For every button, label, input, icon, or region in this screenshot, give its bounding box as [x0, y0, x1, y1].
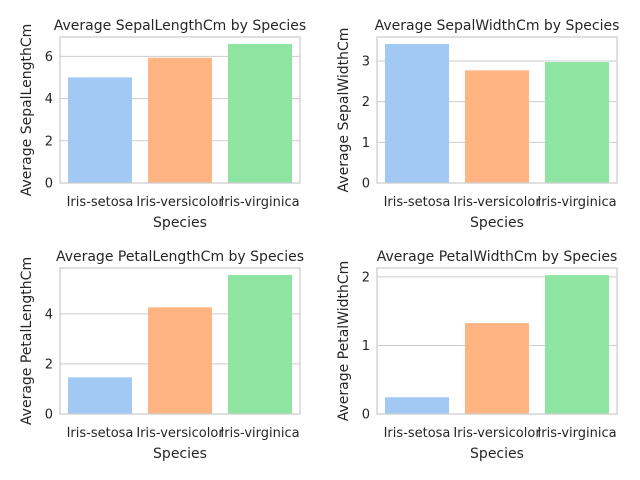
- x-axis-label: Species: [470, 446, 524, 462]
- bar-iris-virginica: [545, 275, 609, 414]
- y-tick-label: 1: [362, 339, 370, 354]
- x-tick-label: Iris-versicolor: [136, 426, 224, 441]
- bar-iris-virginica: [545, 62, 609, 183]
- x-tick-label: Iris-versicolor: [136, 195, 224, 210]
- chart-panel-2: 0 1 2 3 Iris-setosa Iris-versicolorIris-virgi…: [336, 18, 619, 231]
- plot-frame: [376, 36, 618, 184]
- chart-title: Average SepalWidthCm by Species: [375, 18, 620, 34]
- y-tick-label: 2: [45, 357, 53, 372]
- chart-title: Average SepalLengthCm by Species: [54, 18, 306, 34]
- y-tick-label: 2: [362, 95, 370, 110]
- y-axis-label: Average SepalLengthCm: [19, 24, 35, 197]
- y-axis-label: Average PetalLengthCm: [19, 257, 35, 425]
- chart-panel-1: 0 2 4 6 Iris-setosa Iris-versicolorIris-virgi…: [19, 18, 306, 231]
- x-tick-label: Iris-versicolor: [453, 195, 541, 210]
- x-tick-label: Iris-setosa: [67, 195, 134, 210]
- x-tick-label: Iris-virginica: [220, 195, 299, 210]
- x-tick-label: Iris-setosa: [384, 426, 451, 441]
- x-tick-label: Iris-versicolor: [453, 426, 541, 441]
- chart-panel-4: 0 1 2 Iris-setosa Iris-versicolorIris-virgin…: [336, 249, 618, 462]
- x-axis-label: Species: [153, 446, 207, 462]
- y-tick-label: 2: [45, 134, 53, 149]
- bar-iris-versicolor: [148, 307, 212, 414]
- x-tick-label: Iris-virginica: [220, 426, 299, 441]
- bar-iris-setosa: [68, 77, 132, 183]
- chart-title: Average PetalLengthCm by Species: [56, 249, 304, 265]
- bar-iris-virginica: [228, 44, 292, 183]
- y-tick-label: 4: [45, 92, 53, 107]
- x-axis-label: Species: [153, 215, 207, 231]
- x-tick-label: Iris-virginica: [537, 195, 616, 210]
- y-tick-label: 2: [362, 270, 370, 285]
- bar-iris-versicolor: [148, 57, 212, 183]
- y-tick-label: 0: [362, 177, 370, 192]
- bar-iris-setosa: [385, 43, 449, 183]
- plot-frame: [376, 267, 618, 415]
- y-tick-label: 0: [362, 408, 370, 423]
- x-axis-label: Species: [470, 215, 524, 231]
- x-tick-label: Iris-setosa: [384, 195, 451, 210]
- y-axis-label: Average SepalWidthCm: [336, 28, 352, 193]
- y-axis-label: Average PetalWidthCm: [336, 261, 352, 422]
- bar-iris-setosa: [68, 377, 132, 414]
- y-tick-label: 0: [45, 408, 53, 423]
- y-tick-label: 3: [362, 54, 370, 69]
- plot-frame: [59, 36, 301, 184]
- bar-iris-setosa: [385, 397, 449, 414]
- y-tick-label: 4: [45, 307, 53, 322]
- chart-panel-3: 0 2 4 Iris-setosa Iris-versicolorIris-virgin…: [19, 249, 304, 462]
- x-tick-label: Iris-virginica: [537, 426, 616, 441]
- y-tick-label: 0: [45, 177, 53, 192]
- y-tick-label: 6: [45, 50, 53, 65]
- y-tick-label: 1: [362, 136, 370, 151]
- x-tick-label: Iris-setosa: [67, 426, 134, 441]
- bar-iris-versicolor: [465, 70, 529, 183]
- chart-title: Average PetalWidthCm by Species: [377, 249, 618, 265]
- plot-frame: [59, 267, 301, 415]
- bar-iris-virginica: [228, 274, 292, 414]
- bar-iris-versicolor: [465, 323, 529, 414]
